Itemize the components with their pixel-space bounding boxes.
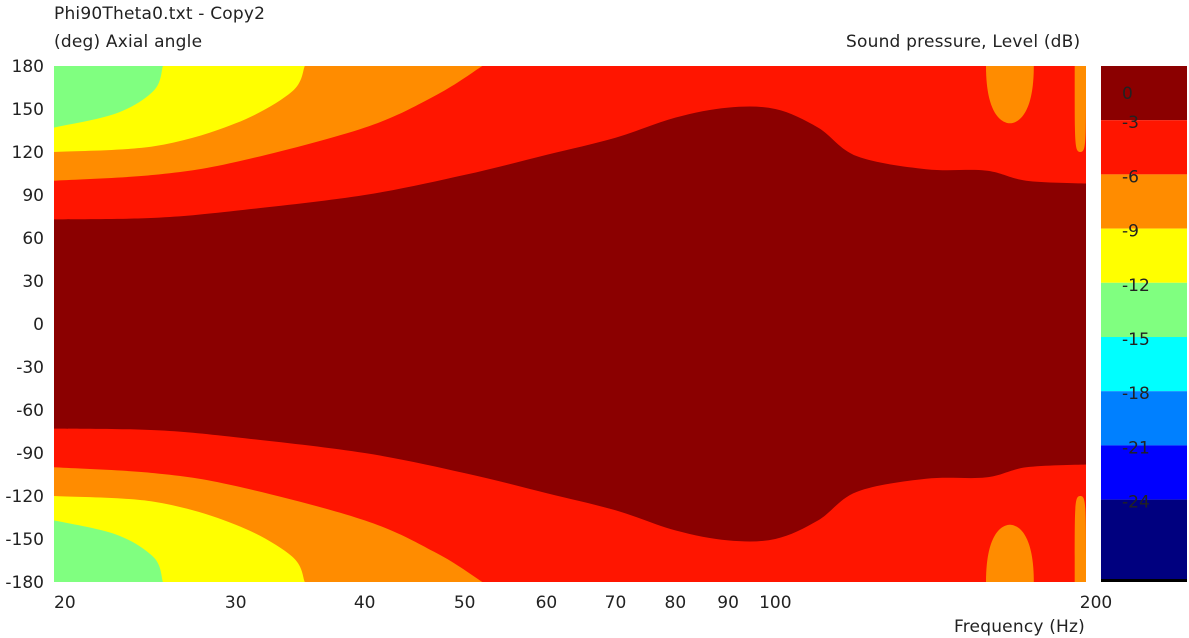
x-axis-label: Frequency (Hz) bbox=[954, 617, 1085, 637]
colorbar-tick-label: -9 bbox=[1122, 222, 1139, 242]
edge-lobe-0-top bbox=[986, 66, 1034, 124]
y-tick-label: -180 bbox=[5, 573, 44, 593]
colorbar-tick-label: -6 bbox=[1122, 167, 1139, 187]
y-tick-label: -150 bbox=[5, 530, 44, 550]
colorbar-band bbox=[1101, 282, 1187, 337]
x-tick-label: 20 bbox=[54, 593, 76, 613]
y-tick-label: 150 bbox=[12, 100, 44, 120]
colorbar-band bbox=[1101, 391, 1187, 446]
edge-lobe-0-bottom bbox=[986, 524, 1034, 582]
y-tick-label: -120 bbox=[5, 487, 44, 507]
colorbar-band bbox=[1101, 174, 1187, 229]
y-tick-label: 60 bbox=[22, 229, 44, 249]
x-tick-label: 70 bbox=[605, 593, 627, 613]
colorbar-tick-label: -12 bbox=[1122, 276, 1150, 296]
x-tick-labels: 20 30 40 50 60 70 80 90 100 200 bbox=[54, 593, 1112, 613]
colorbar-tick-label: -21 bbox=[1122, 438, 1150, 458]
colorbar-tick-label: -24 bbox=[1122, 493, 1150, 513]
colorbar-band bbox=[1101, 228, 1187, 283]
x-tick-label: 60 bbox=[536, 593, 558, 613]
colorbar-band bbox=[1101, 499, 1187, 582]
x-tick-label: 90 bbox=[717, 593, 739, 613]
colorbar-floor bbox=[1101, 579, 1187, 582]
x-tick-label: 30 bbox=[225, 593, 247, 613]
chart-title: Phi90Theta0.txt - Copy2 bbox=[54, 4, 266, 24]
contour-region-m3db bbox=[54, 106, 1086, 542]
y-tick-label: -30 bbox=[16, 358, 44, 378]
colorbar-tick-label: -18 bbox=[1122, 384, 1150, 404]
colorbar-tick-label: -3 bbox=[1122, 113, 1139, 133]
y-tick-label: 30 bbox=[22, 272, 44, 292]
colorbar: 0 -3 -6 -9 -12 -15 -18 -21 -24 bbox=[1101, 66, 1187, 582]
colorbar-band bbox=[1101, 66, 1187, 121]
colorbar-tick-label: 0 bbox=[1122, 84, 1133, 104]
y-tick-label: -90 bbox=[16, 444, 44, 464]
colorbar-band bbox=[1101, 120, 1187, 175]
y-tick-labels: 180 150 120 90 60 30 0 -30 -60 -90 -120 -150 -180 bbox=[5, 57, 44, 593]
y-tick-label: 180 bbox=[12, 57, 44, 77]
x-tick-label: 50 bbox=[454, 593, 476, 613]
x-tick-label: 100 bbox=[759, 593, 791, 613]
contour-plot-area bbox=[54, 66, 1086, 582]
y-tick-label: -60 bbox=[16, 401, 44, 421]
x-tick-label: 200 bbox=[1080, 593, 1112, 613]
colorbar-band bbox=[1101, 337, 1187, 392]
x-tick-label: 40 bbox=[354, 593, 376, 613]
y-tick-label: 90 bbox=[22, 186, 44, 206]
edge-lobe-1-bottom bbox=[1074, 496, 1086, 582]
colorbar-tick-label: -15 bbox=[1122, 330, 1150, 350]
x-tick-label: 80 bbox=[665, 593, 687, 613]
colorbar-label: Sound pressure, Level (dB) bbox=[846, 32, 1081, 52]
edge-lobe-1-top bbox=[1074, 66, 1086, 152]
y-tick-label: 0 bbox=[33, 315, 44, 335]
y-axis-label: (deg) Axial angle bbox=[54, 32, 203, 52]
colorbar-band bbox=[1101, 445, 1187, 500]
y-tick-label: 120 bbox=[12, 143, 44, 163]
